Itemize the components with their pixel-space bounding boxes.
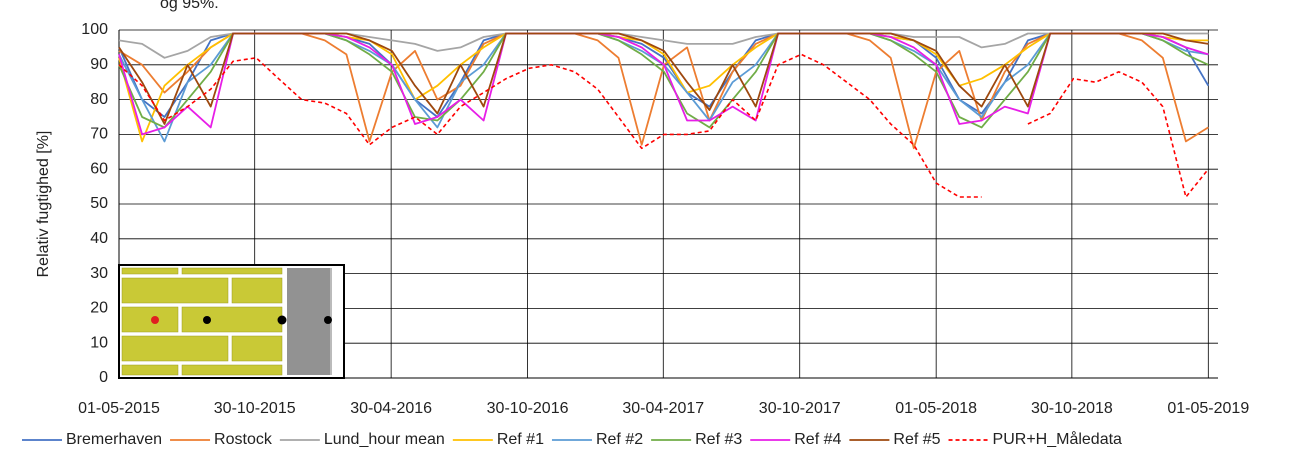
x-tick-label: 30-10-2017: [759, 400, 841, 417]
x-tick-label: 30-04-2017: [622, 400, 704, 417]
x-tick-label: 30-10-2015: [214, 400, 296, 417]
x-tick-label: 30-04-2016: [350, 400, 432, 417]
caption: og 95%.: [160, 0, 219, 12]
x-tick-label: 30-10-2018: [1031, 400, 1113, 417]
legend-label: PUR+H_Måledata: [993, 430, 1123, 448]
legend: Bremerhaven Rostock Lund_hour mean Ref #1 Re…: [22, 430, 1122, 448]
plot-area: 0 10 20 30 40 50 60 70 80 90 100 01-05-2015 30-10-20…: [78, 21, 1249, 417]
y-tick-label: 90: [90, 56, 108, 73]
legend-label: Rostock: [214, 431, 273, 448]
y-tick-label: 80: [90, 91, 108, 108]
legend-label: Ref #1: [497, 431, 544, 448]
y-tick-label: 100: [81, 21, 108, 38]
series-line: [118, 32, 1209, 125]
wall-inset: [118, 264, 345, 379]
legend-label: Ref #5: [893, 431, 940, 448]
x-tick-label: 01-05-2018: [895, 400, 977, 417]
legend-label: Ref #3: [695, 431, 742, 448]
y-tick-label: 0: [99, 369, 108, 386]
legend-label: Ref #2: [596, 431, 643, 448]
x-tick-label: 01-05-2015: [78, 400, 160, 417]
series-line: [118, 53, 1209, 198]
y-tick-label: 10: [90, 334, 108, 351]
y-tick-label: 60: [90, 160, 108, 177]
y-tick-label: 50: [90, 195, 108, 212]
legend-label: Ref #4: [794, 431, 841, 448]
y-axis-label: Relativ fugtighed [%]: [35, 131, 52, 278]
legend-label: Bremerhaven: [66, 431, 162, 448]
y-tick-label: 40: [90, 230, 108, 247]
legend-label: Lund_hour mean: [324, 431, 445, 448]
y-tick-label: 20: [90, 300, 108, 317]
x-tick-label: 30-10-2016: [487, 400, 569, 417]
x-tick-label: 01-05-2019: [1167, 400, 1249, 417]
y-tick-label: 30: [90, 265, 108, 282]
y-tick-label: 70: [90, 126, 108, 143]
